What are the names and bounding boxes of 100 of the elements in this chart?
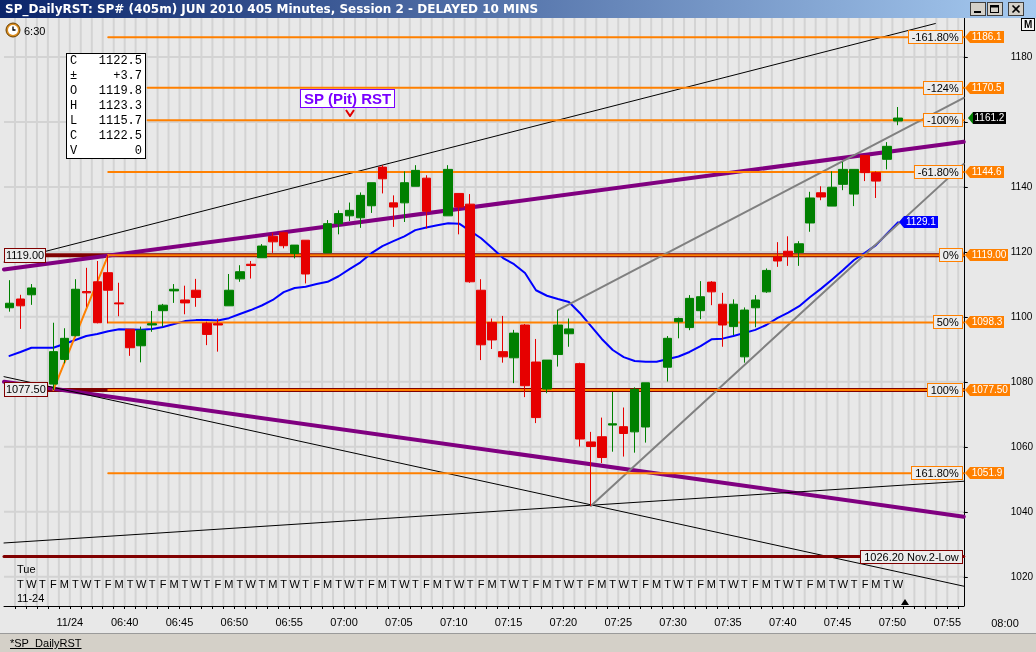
- annotation: T: [236, 578, 244, 590]
- annotation: M: [761, 578, 771, 590]
- annotation: 1122.5: [98, 54, 142, 68]
- annotation: T: [181, 578, 189, 590]
- series-label: 100%: [926, 382, 963, 397]
- legend-label: -124%: [922, 80, 963, 95]
- x-tick-label: 07:25: [604, 615, 633, 628]
- annotation: W: [453, 578, 465, 590]
- annotation: T: [390, 578, 397, 590]
- annotation: T: [631, 578, 639, 590]
- annotation: W: [399, 578, 410, 590]
- data-label: 1144.6: [969, 165, 1004, 178]
- series-label: 1026.20 Nov.2-Low: [860, 549, 963, 564]
- annotation: C: [70, 129, 78, 143]
- annotation: F: [697, 578, 704, 590]
- y-tick-label: 1140: [1010, 181, 1033, 193]
- annotation: T: [302, 578, 310, 590]
- annotation: 6:30: [24, 25, 46, 37]
- annotation: T: [357, 578, 364, 590]
- x-tick-label: 07:15: [494, 615, 523, 628]
- data-label: 1077.50: [969, 383, 1010, 396]
- x-tick-label: 07:10: [439, 615, 468, 628]
- annotation: F: [532, 578, 540, 590]
- x-tick-label: 07:55: [933, 615, 962, 628]
- annotation: W: [783, 578, 794, 590]
- annotation: T: [39, 578, 46, 590]
- annotation: 1115.7: [98, 114, 142, 128]
- annotation: M: [487, 578, 497, 590]
- annotation: O: [70, 84, 78, 98]
- x-tick-label: 07:05: [385, 615, 413, 628]
- annotation: W: [81, 578, 92, 590]
- text: 08:00: [991, 617, 1019, 630]
- annotation: F: [477, 578, 485, 590]
- annotation: T: [609, 578, 617, 590]
- ref-line-label: 1077.50: [4, 382, 48, 398]
- annotation: V: [70, 144, 78, 158]
- y-tick-label: 1040: [1010, 506, 1034, 518]
- text: *SP_DailyRST: [10, 637, 82, 649]
- annotation: W: [135, 578, 147, 590]
- annotation: T: [17, 578, 24, 590]
- legend-label: 0%: [938, 248, 963, 263]
- annotation: F: [861, 578, 869, 590]
- annotation: ±: [70, 69, 78, 83]
- annotation: W: [344, 578, 355, 590]
- annotation: M: [59, 578, 69, 590]
- annotation: T: [93, 578, 101, 590]
- annotation: T: [521, 578, 529, 590]
- x-tick-label: 07:20: [549, 615, 578, 628]
- annotation: T: [554, 578, 562, 590]
- annotation: T: [148, 578, 156, 590]
- annotation: W: [190, 578, 202, 590]
- annotation: M: [432, 578, 442, 590]
- annotation: W: [245, 578, 256, 590]
- annotation: M: [169, 578, 179, 590]
- annotation: +3.7: [113, 69, 142, 83]
- x-tick-label: 07:50: [878, 615, 907, 628]
- data-label: 1098.3: [969, 316, 1005, 329]
- annotation: M: [597, 578, 607, 590]
- annotation: T: [258, 578, 266, 590]
- annotation: M: [114, 578, 124, 590]
- x-tick-label: 06:50: [220, 615, 249, 628]
- annotation: M: [816, 578, 826, 590]
- data-label: 1186.1: [969, 31, 1004, 44]
- y-tick-label: 1020: [1010, 571, 1034, 583]
- y-tick-label: 1120: [1010, 246, 1033, 258]
- data-label: 1170.5: [969, 81, 1004, 94]
- x-tick-label: 07:45: [823, 615, 852, 628]
- annotation: F: [104, 578, 112, 590]
- annotation: W: [892, 578, 904, 590]
- x-tick-label: 07:40: [769, 615, 797, 628]
- annotation: 1122.5: [98, 129, 142, 143]
- annotation: SP (Pit) RST: [300, 89, 396, 108]
- annotation: T: [576, 578, 584, 590]
- annotation: W: [289, 578, 300, 590]
- annotation: M: [268, 578, 278, 590]
- annotation: F: [422, 578, 430, 590]
- annotation: T: [719, 578, 726, 590]
- annotation: 0: [134, 144, 142, 158]
- annotation: Tue: [17, 563, 36, 575]
- annotation: L: [70, 114, 78, 128]
- x-tick-label: 06:40: [110, 615, 139, 628]
- data-label: 1051.9: [969, 467, 1005, 480]
- y-tick-label: 1060: [1010, 441, 1034, 453]
- annotation: F: [313, 578, 320, 590]
- annotation: F: [368, 578, 375, 590]
- annotation: T: [664, 578, 671, 590]
- annotation: M: [542, 578, 552, 590]
- annotation: T: [280, 578, 288, 590]
- annotation: F: [751, 578, 759, 590]
- annotation: C: [70, 54, 78, 68]
- annotation: W: [26, 578, 37, 590]
- annotation: T: [444, 578, 452, 590]
- annotation: T: [850, 578, 858, 590]
- y-tick-label: 1100: [1010, 311, 1033, 323]
- annotation: W: [728, 578, 739, 590]
- ref-line-label: 1119.00: [4, 247, 47, 263]
- annotation: T: [466, 578, 474, 590]
- annotation: T: [126, 578, 134, 590]
- annotation: M: [322, 578, 333, 590]
- annotation: M: [377, 578, 387, 590]
